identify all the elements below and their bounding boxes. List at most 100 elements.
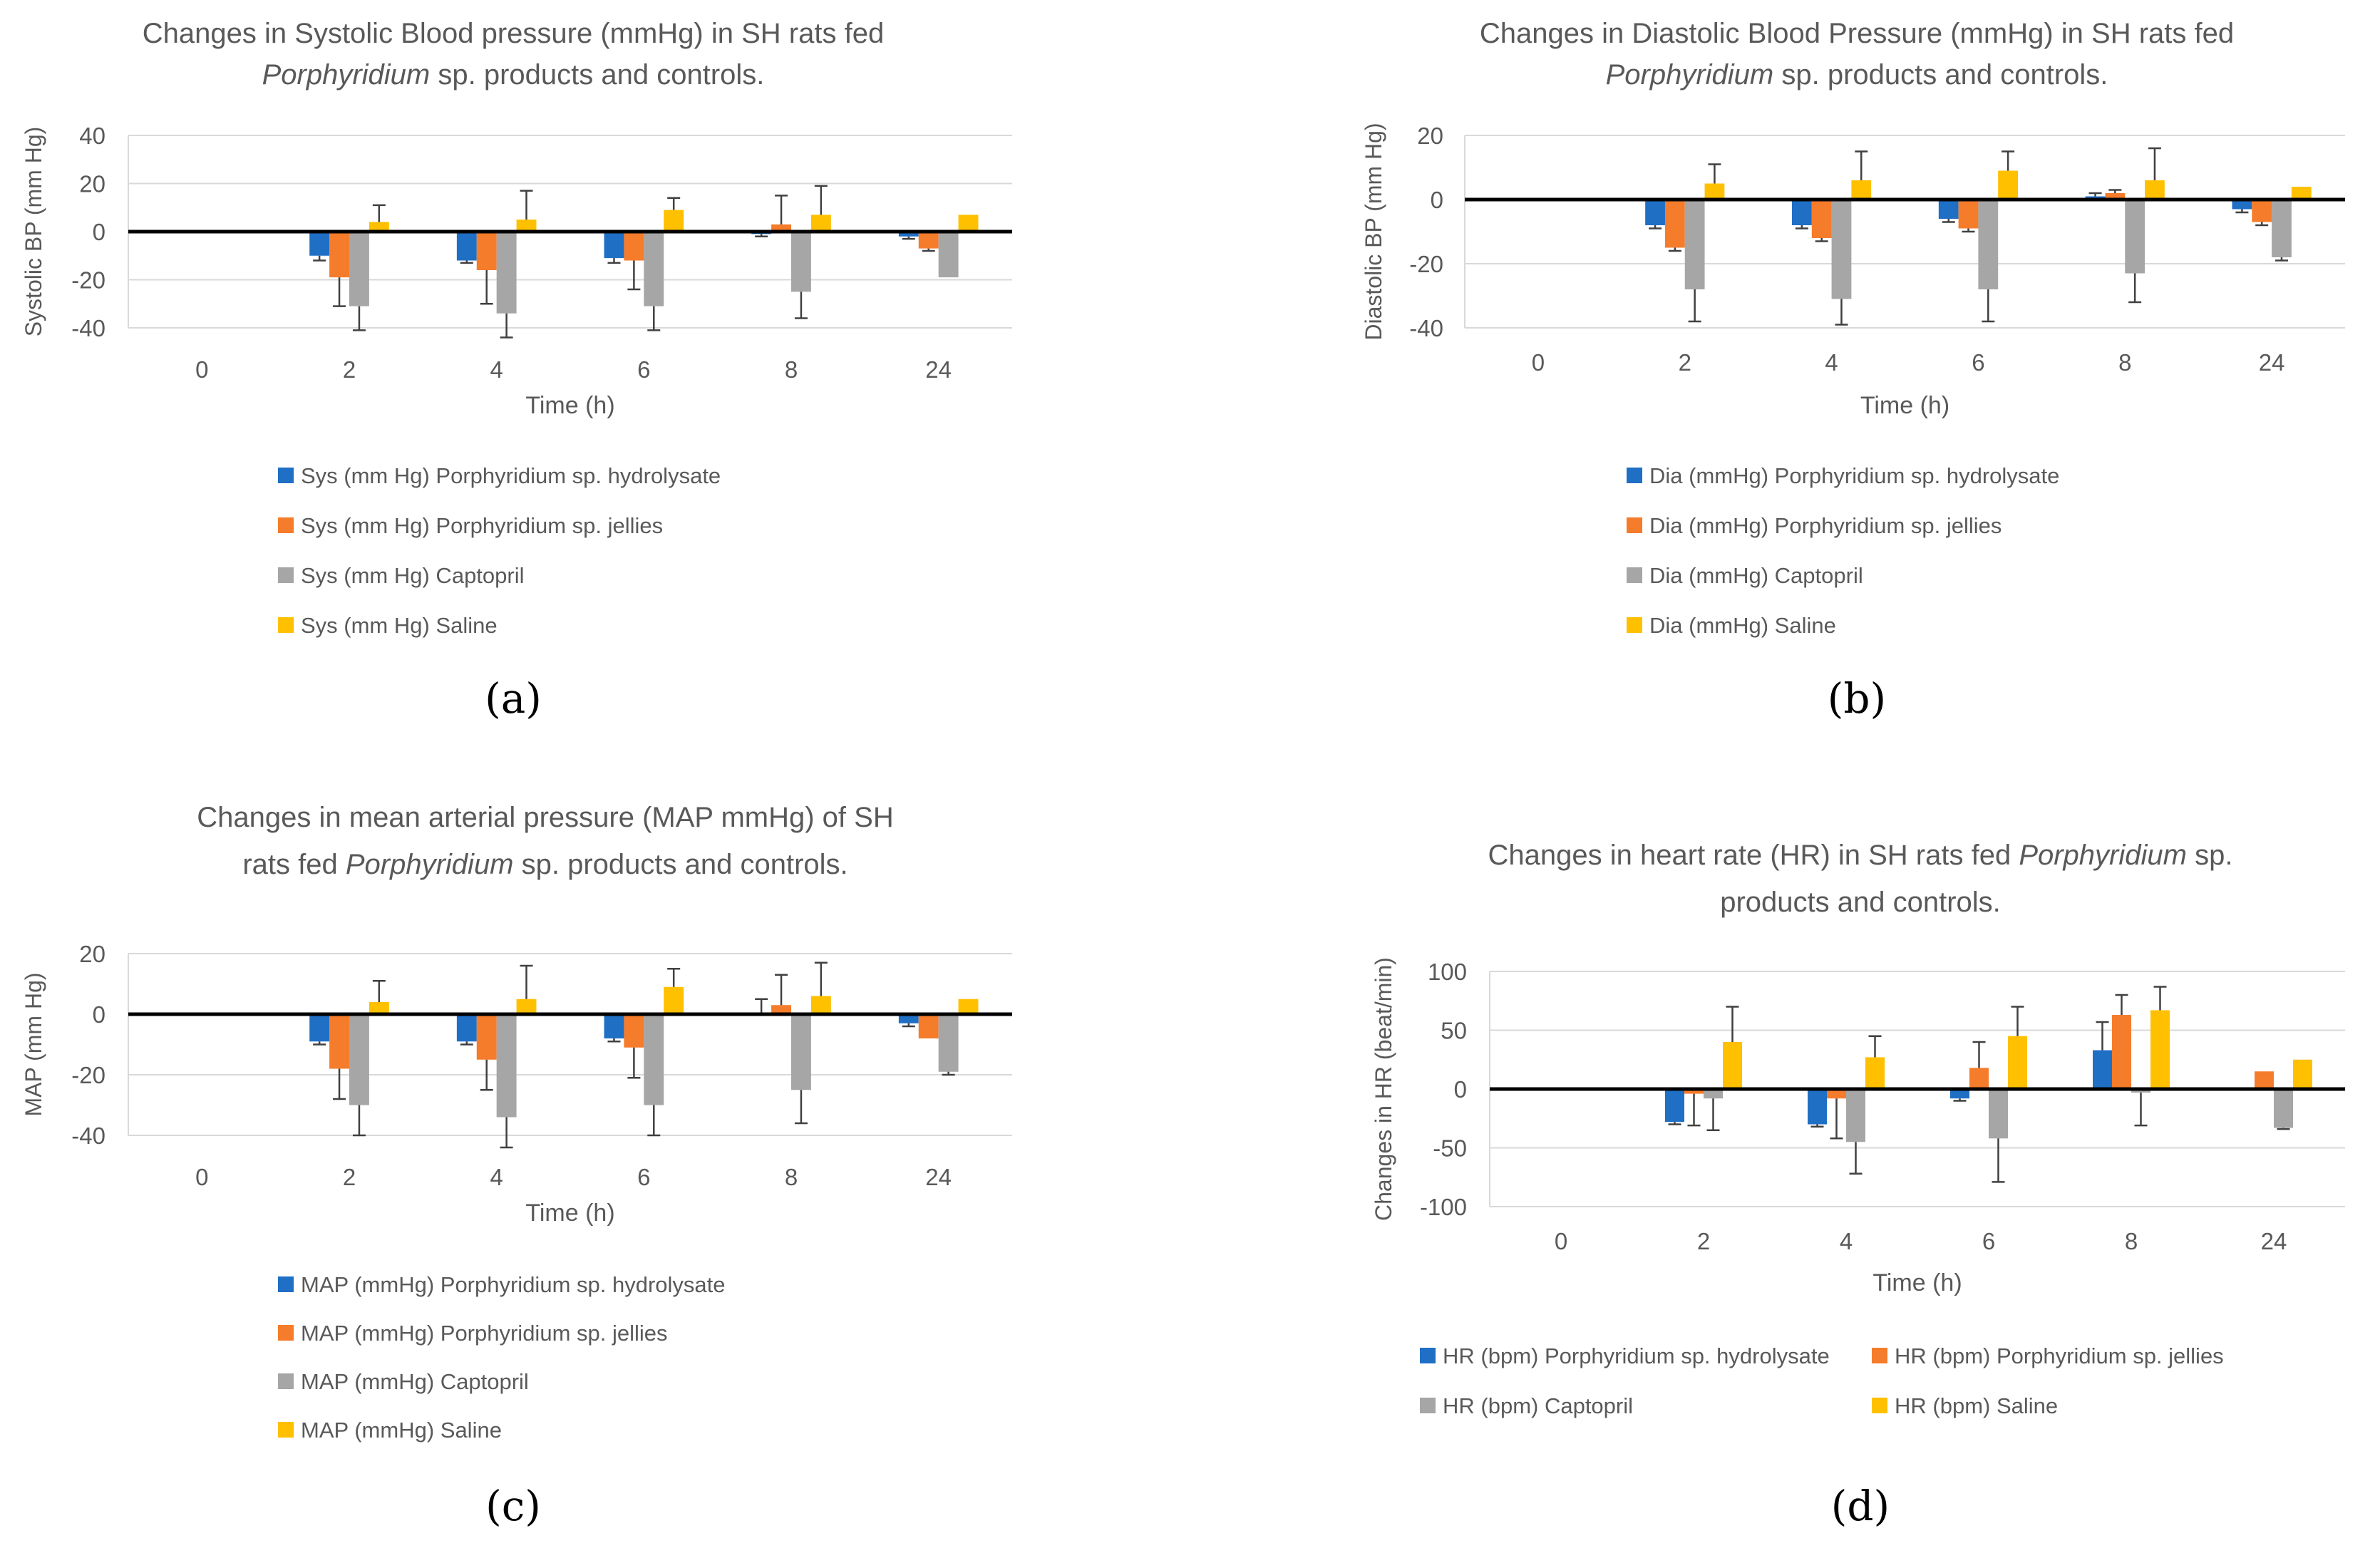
- chart-title-italic: Porphyridium: [262, 59, 431, 91]
- legend-label: Sys (mm Hg) Saline: [301, 613, 498, 638]
- bar: [624, 1014, 644, 1048]
- bar: [938, 232, 959, 278]
- bar: [791, 232, 811, 292]
- bar: [309, 1014, 330, 1042]
- y-axis-label: Changes in HR (beat/min): [1371, 957, 1396, 1221]
- bar: [456, 232, 477, 261]
- chart-title-suffix: sp.: [2187, 840, 2232, 871]
- legend-swatch: [1420, 1398, 1436, 1413]
- chart-title-line2: products and controls.: [1720, 887, 2001, 918]
- bar: [2232, 200, 2252, 210]
- bar: [2008, 1036, 2027, 1089]
- bar: [2291, 187, 2312, 200]
- bar: [1808, 1089, 1827, 1125]
- bar: [2150, 1010, 2170, 1089]
- bar: [791, 1014, 811, 1090]
- x-axis-label: Time (h): [1860, 392, 1949, 419]
- bar: [918, 232, 939, 249]
- bar: [1865, 1057, 1885, 1089]
- bar: [958, 215, 979, 232]
- chart-title-prefix: rats fed: [242, 849, 346, 880]
- bar: [2145, 180, 2165, 200]
- y-tick-label: -20: [71, 267, 105, 294]
- legend-swatch: [1627, 617, 1642, 633]
- chart-title-italic: Porphyridium: [2019, 840, 2187, 871]
- bar: [1792, 200, 1812, 225]
- y-tick-label: -40: [71, 1123, 105, 1149]
- y-tick-label: 0: [1454, 1076, 1467, 1103]
- bar: [2252, 200, 2272, 222]
- bar: [771, 1005, 791, 1014]
- bar: [938, 1014, 959, 1072]
- x-tick-label: 24: [925, 1164, 952, 1190]
- x-axis-label: Time (h): [1872, 1269, 1962, 1296]
- bar: [1664, 200, 1685, 248]
- bar: [496, 232, 517, 314]
- bar: [1665, 1089, 1684, 1123]
- legend-swatch: [278, 1276, 294, 1292]
- x-tick-label: 0: [1532, 349, 1545, 376]
- chart-title-rest: sp. products and controls.: [430, 59, 764, 91]
- y-tick-label: 20: [79, 171, 105, 197]
- bar: [1704, 1089, 1723, 1099]
- x-tick-label: 4: [490, 1164, 503, 1190]
- legend-label: MAP (mmHg) Porphyridium sp. jellies: [301, 1321, 668, 1346]
- bar: [1851, 180, 1872, 200]
- bar: [644, 1014, 664, 1105]
- bar: [329, 1014, 349, 1069]
- legend-label: Sys (mm Hg) Porphyridium sp. jellies: [301, 513, 663, 538]
- bar: [604, 232, 624, 259]
- x-tick-label: 4: [1825, 349, 1838, 376]
- x-tick-label: 8: [2118, 349, 2131, 376]
- chart-title-line2: rats fed Porphyridium sp. products and c…: [242, 849, 848, 880]
- bar: [1969, 1068, 1989, 1089]
- y-tick-label: -50: [1433, 1135, 1467, 1162]
- bar: [349, 232, 369, 306]
- x-axis-label: Time (h): [525, 392, 614, 419]
- x-tick-label: 4: [1840, 1228, 1853, 1254]
- bar: [2272, 200, 2292, 257]
- legend-label: MAP (mmHg) Saline: [301, 1418, 502, 1443]
- y-tick-label: -100: [1420, 1194, 1467, 1220]
- bar: [1723, 1042, 1742, 1089]
- chart-title-italic: Porphyridium: [1606, 59, 1774, 91]
- chart-title-line1: Changes in mean arterial pressure (MAP m…: [197, 802, 893, 833]
- bar: [644, 232, 664, 306]
- bar: [1978, 200, 1999, 289]
- legend-label: Sys (mm Hg) Porphyridium sp. hydrolysate: [301, 463, 721, 488]
- legend-label: MAP (mmHg) Captopril: [301, 1369, 529, 1394]
- bar: [810, 996, 831, 1014]
- bar: [329, 232, 349, 278]
- chart-title-italic: Porphyridium: [346, 849, 514, 880]
- bar: [898, 1014, 919, 1023]
- bar: [516, 220, 537, 232]
- legend-label: Dia (mmHg) Captopril: [1649, 563, 1863, 588]
- x-tick-label: 6: [1972, 349, 1984, 376]
- bar: [1704, 183, 1725, 200]
- bar: [1989, 1089, 2008, 1139]
- y-axis-label: Diastolic BP (mm Hg): [1361, 123, 1386, 340]
- bar: [456, 1014, 477, 1042]
- bar: [1950, 1089, 1969, 1099]
- bar: [1684, 200, 1705, 289]
- panel-label: (c): [485, 1482, 541, 1530]
- legend-swatch: [278, 517, 294, 533]
- legend-label: HR (bpm) Porphyridium sp. jellies: [1895, 1343, 2224, 1368]
- legend-swatch: [278, 1422, 294, 1438]
- x-tick-label: 6: [637, 1164, 650, 1190]
- map-chart: Changes in mean arterial pressure (MAP m…: [21, 802, 1012, 1530]
- panel-diastolic: Changes in Diastolic Blood Pressure (mmH…: [1190, 0, 2380, 779]
- panel-label: (b): [1828, 674, 1886, 723]
- bar: [369, 222, 389, 232]
- legend-swatch: [1627, 517, 1642, 533]
- y-tick-label: -40: [1409, 315, 1443, 341]
- bar: [604, 1014, 624, 1038]
- y-tick-label: 100: [1428, 959, 1467, 985]
- y-tick-label: -20: [71, 1062, 105, 1088]
- x-tick-label: 2: [343, 1164, 356, 1190]
- bar: [771, 224, 791, 232]
- panel-systolic: Changes in Systolic Blood pressure (mmHg…: [0, 0, 1190, 779]
- y-tick-label: 50: [1441, 1018, 1467, 1044]
- x-tick-label: 6: [637, 356, 650, 383]
- bar: [476, 1014, 497, 1060]
